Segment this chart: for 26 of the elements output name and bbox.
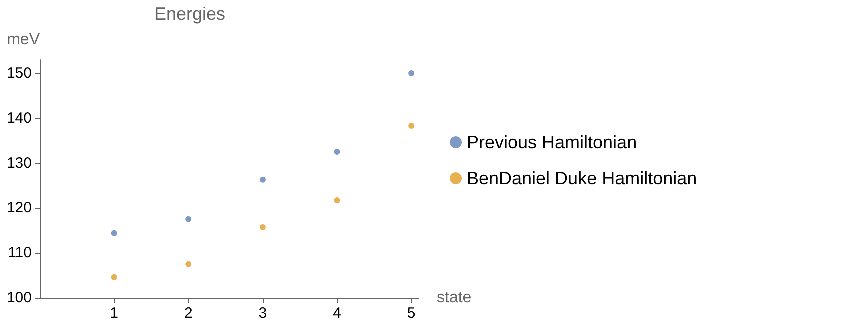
legend-label: BenDaniel Duke Hamiltonian (467, 168, 698, 188)
x-tick-label: 1 (110, 305, 118, 321)
y-tick-label: 140 (6, 110, 32, 127)
point (334, 198, 340, 204)
point (334, 149, 340, 156)
point (111, 230, 118, 236)
y-tick-label: 120 (6, 200, 32, 217)
y-axis-title: meV (7, 32, 40, 48)
x-tick-label: 2 (184, 305, 193, 321)
x-tick-label: 5 (407, 305, 416, 321)
x-tick-label: 3 (258, 305, 268, 321)
point (260, 176, 266, 183)
y-tick-label: 130 (6, 154, 32, 172)
point (260, 224, 266, 230)
chart-title: Energies (154, 4, 226, 24)
y-tick-label: 100 (6, 290, 32, 306)
legend-label: Previous Hamiltonian (467, 132, 638, 152)
point (186, 216, 192, 222)
point (186, 261, 192, 268)
point (111, 274, 118, 280)
point (408, 123, 415, 130)
y-tick-label: 150 (6, 64, 32, 82)
y-tick-label: 110 (8, 244, 32, 262)
x-tick-label: 4 (333, 305, 342, 321)
x-axis-title: state (437, 290, 472, 306)
point (408, 70, 415, 76)
